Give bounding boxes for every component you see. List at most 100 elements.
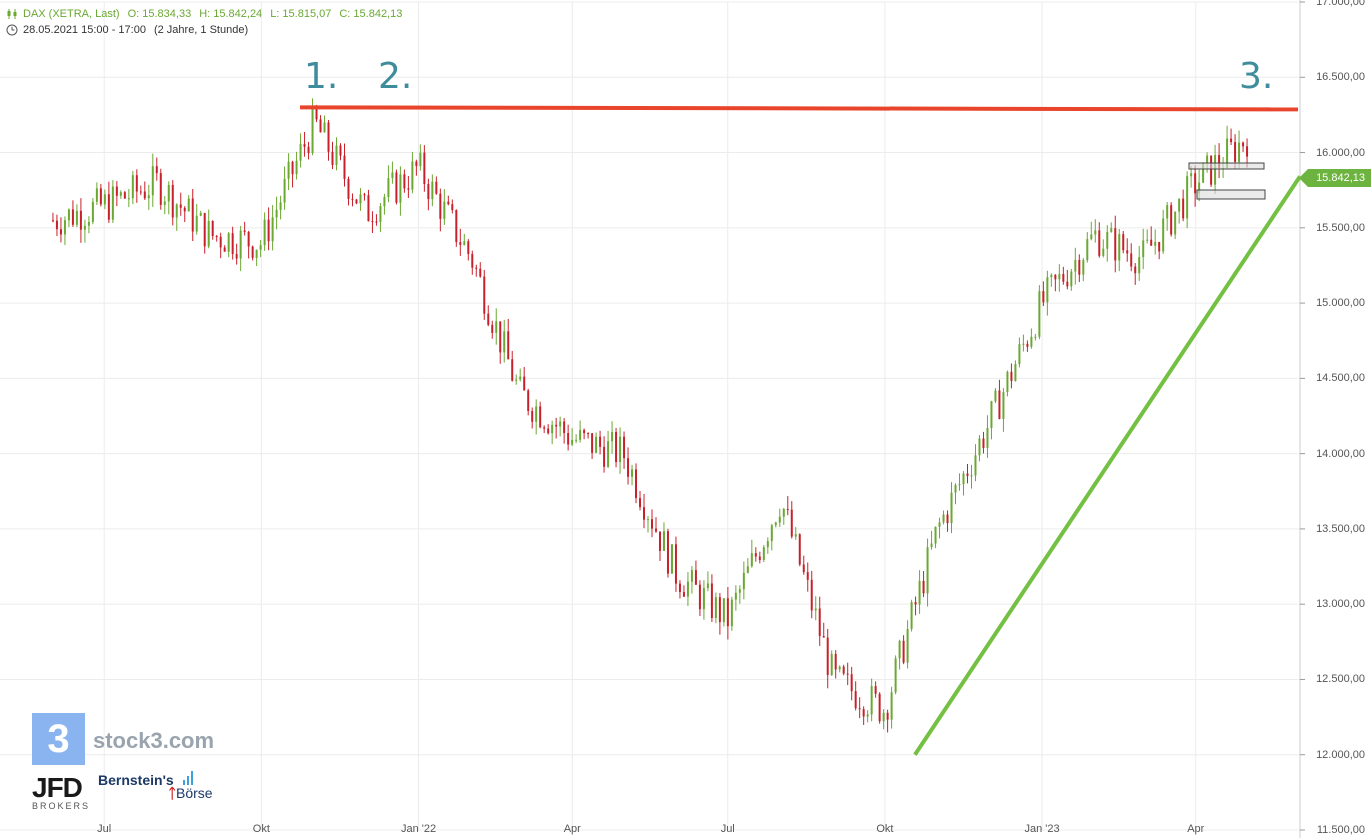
- candle-body: [371, 221, 374, 223]
- candle-body: [806, 572, 809, 580]
- candle-body: [730, 599, 733, 627]
- candle-body: [1094, 230, 1097, 235]
- candle-body: [1002, 392, 1005, 419]
- candle-body: [583, 429, 586, 434]
- candle-body: [79, 210, 82, 230]
- y-tick-label: 11.500,00: [1316, 824, 1365, 836]
- candle-body: [287, 161, 290, 179]
- high-value: H: 15.842,24: [199, 8, 263, 20]
- candle-body: [243, 230, 246, 232]
- candle-body: [886, 712, 889, 720]
- candle-body: [706, 583, 709, 589]
- candle-body: [383, 196, 386, 207]
- candle-body: [67, 209, 70, 221]
- instrument-name: DAX (XETRA, Last): [23, 8, 120, 20]
- candle-body: [670, 544, 673, 574]
- candle-body: [639, 498, 642, 508]
- candle-body: [323, 122, 326, 133]
- candle-body: [143, 191, 146, 199]
- candle-body: [455, 210, 458, 243]
- candle-body: [1130, 253, 1133, 267]
- candle-body: [195, 215, 198, 232]
- candle-body: [435, 181, 438, 194]
- candle-body: [958, 484, 961, 486]
- candle-body: [139, 191, 142, 193]
- candle-body: [539, 406, 542, 428]
- close-value: C: 15.842,13: [339, 8, 403, 20]
- candle-body: [698, 584, 701, 610]
- y-tick-label: 16.000,00: [1316, 146, 1365, 159]
- candle-body: [982, 438, 985, 448]
- candle-body: [163, 201, 166, 205]
- candle-body: [770, 525, 773, 542]
- candle-body: [1218, 155, 1221, 168]
- stock3-logo-text: stock3.com: [93, 728, 215, 753]
- candle-body: [1034, 336, 1037, 338]
- jfd-logo-sub: BROKERS: [32, 801, 91, 811]
- jfd-logo: JFD: [32, 772, 83, 803]
- candle-body: [351, 198, 354, 200]
- candle-body: [579, 429, 582, 440]
- candle-body: [71, 209, 74, 225]
- candle-body: [127, 198, 130, 200]
- candle-body: [978, 438, 981, 456]
- candle-body: [379, 206, 382, 222]
- y-tick-label: 15.000,00: [1316, 297, 1365, 310]
- candle-body: [690, 570, 693, 582]
- candle-body: [1158, 241, 1161, 252]
- candle-body: [415, 161, 418, 167]
- candle-body: [507, 331, 510, 360]
- candle-body: [283, 178, 286, 203]
- candle-body: [551, 424, 554, 434]
- candle-body: [327, 122, 330, 152]
- candle-body: [746, 566, 749, 573]
- pattern-label-2: 2.: [378, 56, 413, 97]
- candle-body: [678, 583, 681, 593]
- candle-body: [407, 188, 410, 190]
- candle-body: [567, 433, 570, 445]
- candlestick-icon: [7, 9, 17, 19]
- x-tick-label: Jan '23: [1024, 823, 1060, 835]
- candle-body: [207, 220, 210, 247]
- candle-body: [1102, 248, 1105, 256]
- candle-body: [942, 514, 945, 523]
- candle-body: [1074, 260, 1077, 272]
- candle-body: [519, 376, 522, 380]
- candle-body: [335, 145, 338, 165]
- candle-body: [1178, 198, 1181, 212]
- candle-body: [215, 235, 218, 237]
- candle-body: [846, 673, 849, 675]
- candle-body: [1230, 138, 1233, 143]
- candle-body: [994, 390, 997, 402]
- candle-body: [1038, 291, 1041, 337]
- candle-body: [151, 166, 154, 196]
- candle-body: [842, 666, 845, 674]
- candle-body: [1106, 231, 1109, 249]
- candle-body: [631, 469, 634, 477]
- candle-body: [51, 220, 54, 222]
- candle-body: [331, 151, 334, 165]
- candle-body: [1198, 182, 1201, 194]
- x-tick-label: Okt: [876, 823, 894, 835]
- candle-body: [155, 166, 158, 174]
- candle-body: [491, 324, 494, 333]
- candle-body: [607, 441, 610, 467]
- candle-body: [515, 379, 518, 381]
- y-tick-label: 15.500,00: [1316, 221, 1365, 234]
- candle-body: [682, 592, 685, 597]
- candle-body: [1150, 239, 1153, 246]
- date-range: 28.05.2021 15:00 - 17:00: [23, 24, 146, 36]
- period-range: (2 Jahre, 1 Stunde): [153, 24, 249, 36]
- candle-body: [211, 220, 214, 236]
- candle-body: [199, 213, 202, 216]
- candle-body: [563, 421, 566, 434]
- candle-body: [291, 161, 294, 175]
- candle-body: [862, 709, 865, 717]
- candle-body: [411, 161, 414, 190]
- candle-body: [311, 107, 314, 154]
- y-tick-label: 14.000,00: [1316, 447, 1365, 460]
- candle-body: [259, 245, 262, 250]
- candle-body: [95, 188, 98, 202]
- chart-header: DAX (XETRA, Last) O: 15.834,33 H: 15.842…: [6, 6, 410, 38]
